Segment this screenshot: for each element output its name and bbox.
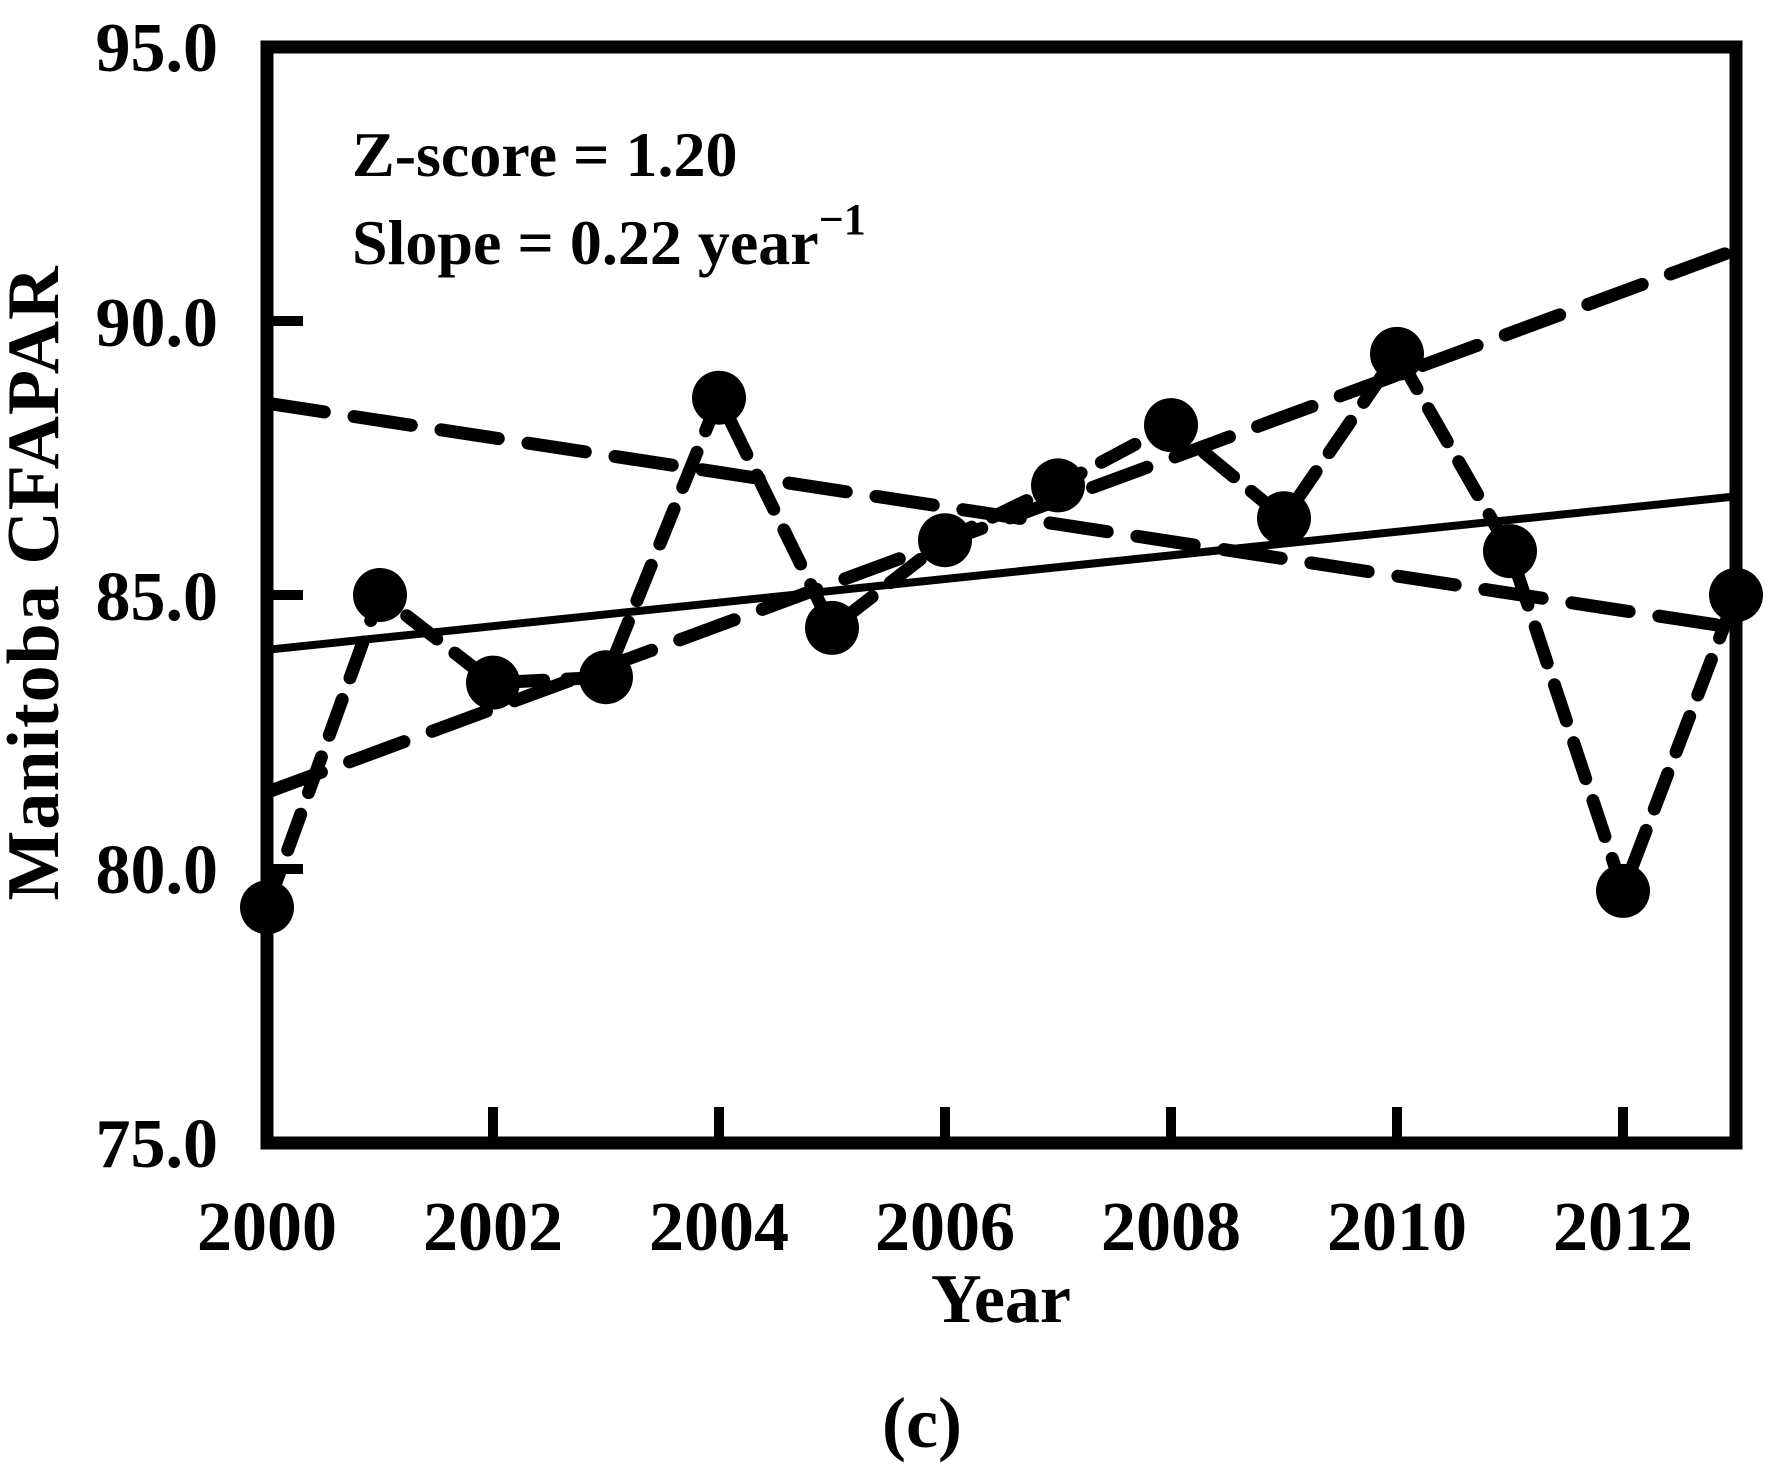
annotation-z-score: Z-score = 1.20 <box>352 119 737 190</box>
x-tick-label: 2004 <box>649 1189 789 1266</box>
y-axis-title: Manitoba CFAPAR <box>0 265 75 901</box>
plot-border <box>260 40 1743 1150</box>
x-tick-label: 2008 <box>1101 1189 1241 1266</box>
data-point-marker <box>1370 326 1424 381</box>
y-tick-label: 90.0 <box>96 285 219 362</box>
y-tick-label: 85.0 <box>96 559 219 636</box>
data-point-marker <box>1483 524 1537 579</box>
data-point-marker <box>1257 491 1311 546</box>
y-tick-label: 95.0 <box>96 10 219 87</box>
data-point-marker <box>1031 458 1085 513</box>
data-point-marker <box>1144 398 1198 453</box>
x-tick-label: 2012 <box>1553 1189 1693 1266</box>
data-point-marker <box>805 600 859 655</box>
x-axis-title: Year <box>931 1261 1071 1338</box>
y-tick-label: 80.0 <box>96 832 219 909</box>
x-tick-label: 2006 <box>875 1189 1015 1266</box>
trend-lines-group <box>260 243 1743 799</box>
data-point-marker <box>353 568 407 622</box>
data-point-marker <box>692 370 746 425</box>
annotation-slope-text: Slope = 0.22 year <box>352 207 819 278</box>
data-point-marker <box>466 655 520 710</box>
data-markers-group <box>240 326 1763 935</box>
x-tick-label: 2002 <box>423 1189 563 1266</box>
annotation-slope-superscript: −1 <box>819 195 866 244</box>
data-point-marker <box>579 650 633 705</box>
x-tick-label: 2000 <box>197 1189 337 1266</box>
data-point-marker <box>1596 863 1650 918</box>
figure-caption: (c) <box>882 1383 962 1463</box>
y-tick-label: 75.0 <box>96 1106 219 1183</box>
x-tick-label: 2010 <box>1327 1189 1467 1266</box>
data-point-marker <box>918 513 972 568</box>
annotation-slope: Slope = 0.22 year−1 <box>352 195 866 278</box>
axis-tick-marks-group <box>271 316 1628 1139</box>
